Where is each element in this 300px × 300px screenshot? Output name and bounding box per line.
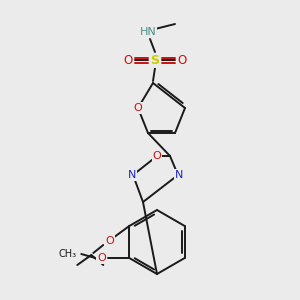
Text: CH₃: CH₃ <box>58 249 76 259</box>
Text: O: O <box>123 53 133 67</box>
Text: O: O <box>134 103 142 113</box>
Text: N: N <box>175 170 183 180</box>
Text: O: O <box>105 236 114 246</box>
Text: N: N <box>128 170 136 180</box>
Text: S: S <box>151 53 160 67</box>
Text: O: O <box>153 151 161 161</box>
Text: O: O <box>97 253 106 263</box>
Text: O: O <box>177 53 187 67</box>
Text: HN: HN <box>140 27 156 37</box>
